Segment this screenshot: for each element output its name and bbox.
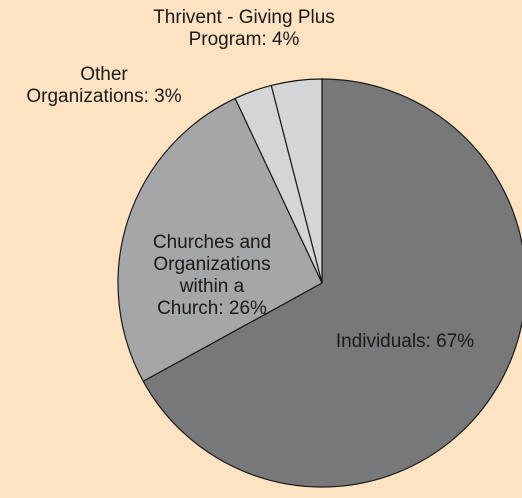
pie-slices (117, 78, 522, 488)
slice-label-other-organizations: Other Organizations: 3% (26, 64, 182, 107)
pie-slice-churches-and-organizations-within-a-church (117, 97, 323, 382)
slice-label-churches: Churches and Organizations within a Chur… (152, 232, 272, 319)
slice-label-thrivent: Thrivent - Giving Plus Program: 4% (153, 7, 335, 50)
pie-slice-thrivent-giving-plus-program (270, 78, 323, 284)
slice-label-individuals: Individuals: 67% (335, 331, 475, 352)
pie-slice-individuals (142, 78, 522, 488)
